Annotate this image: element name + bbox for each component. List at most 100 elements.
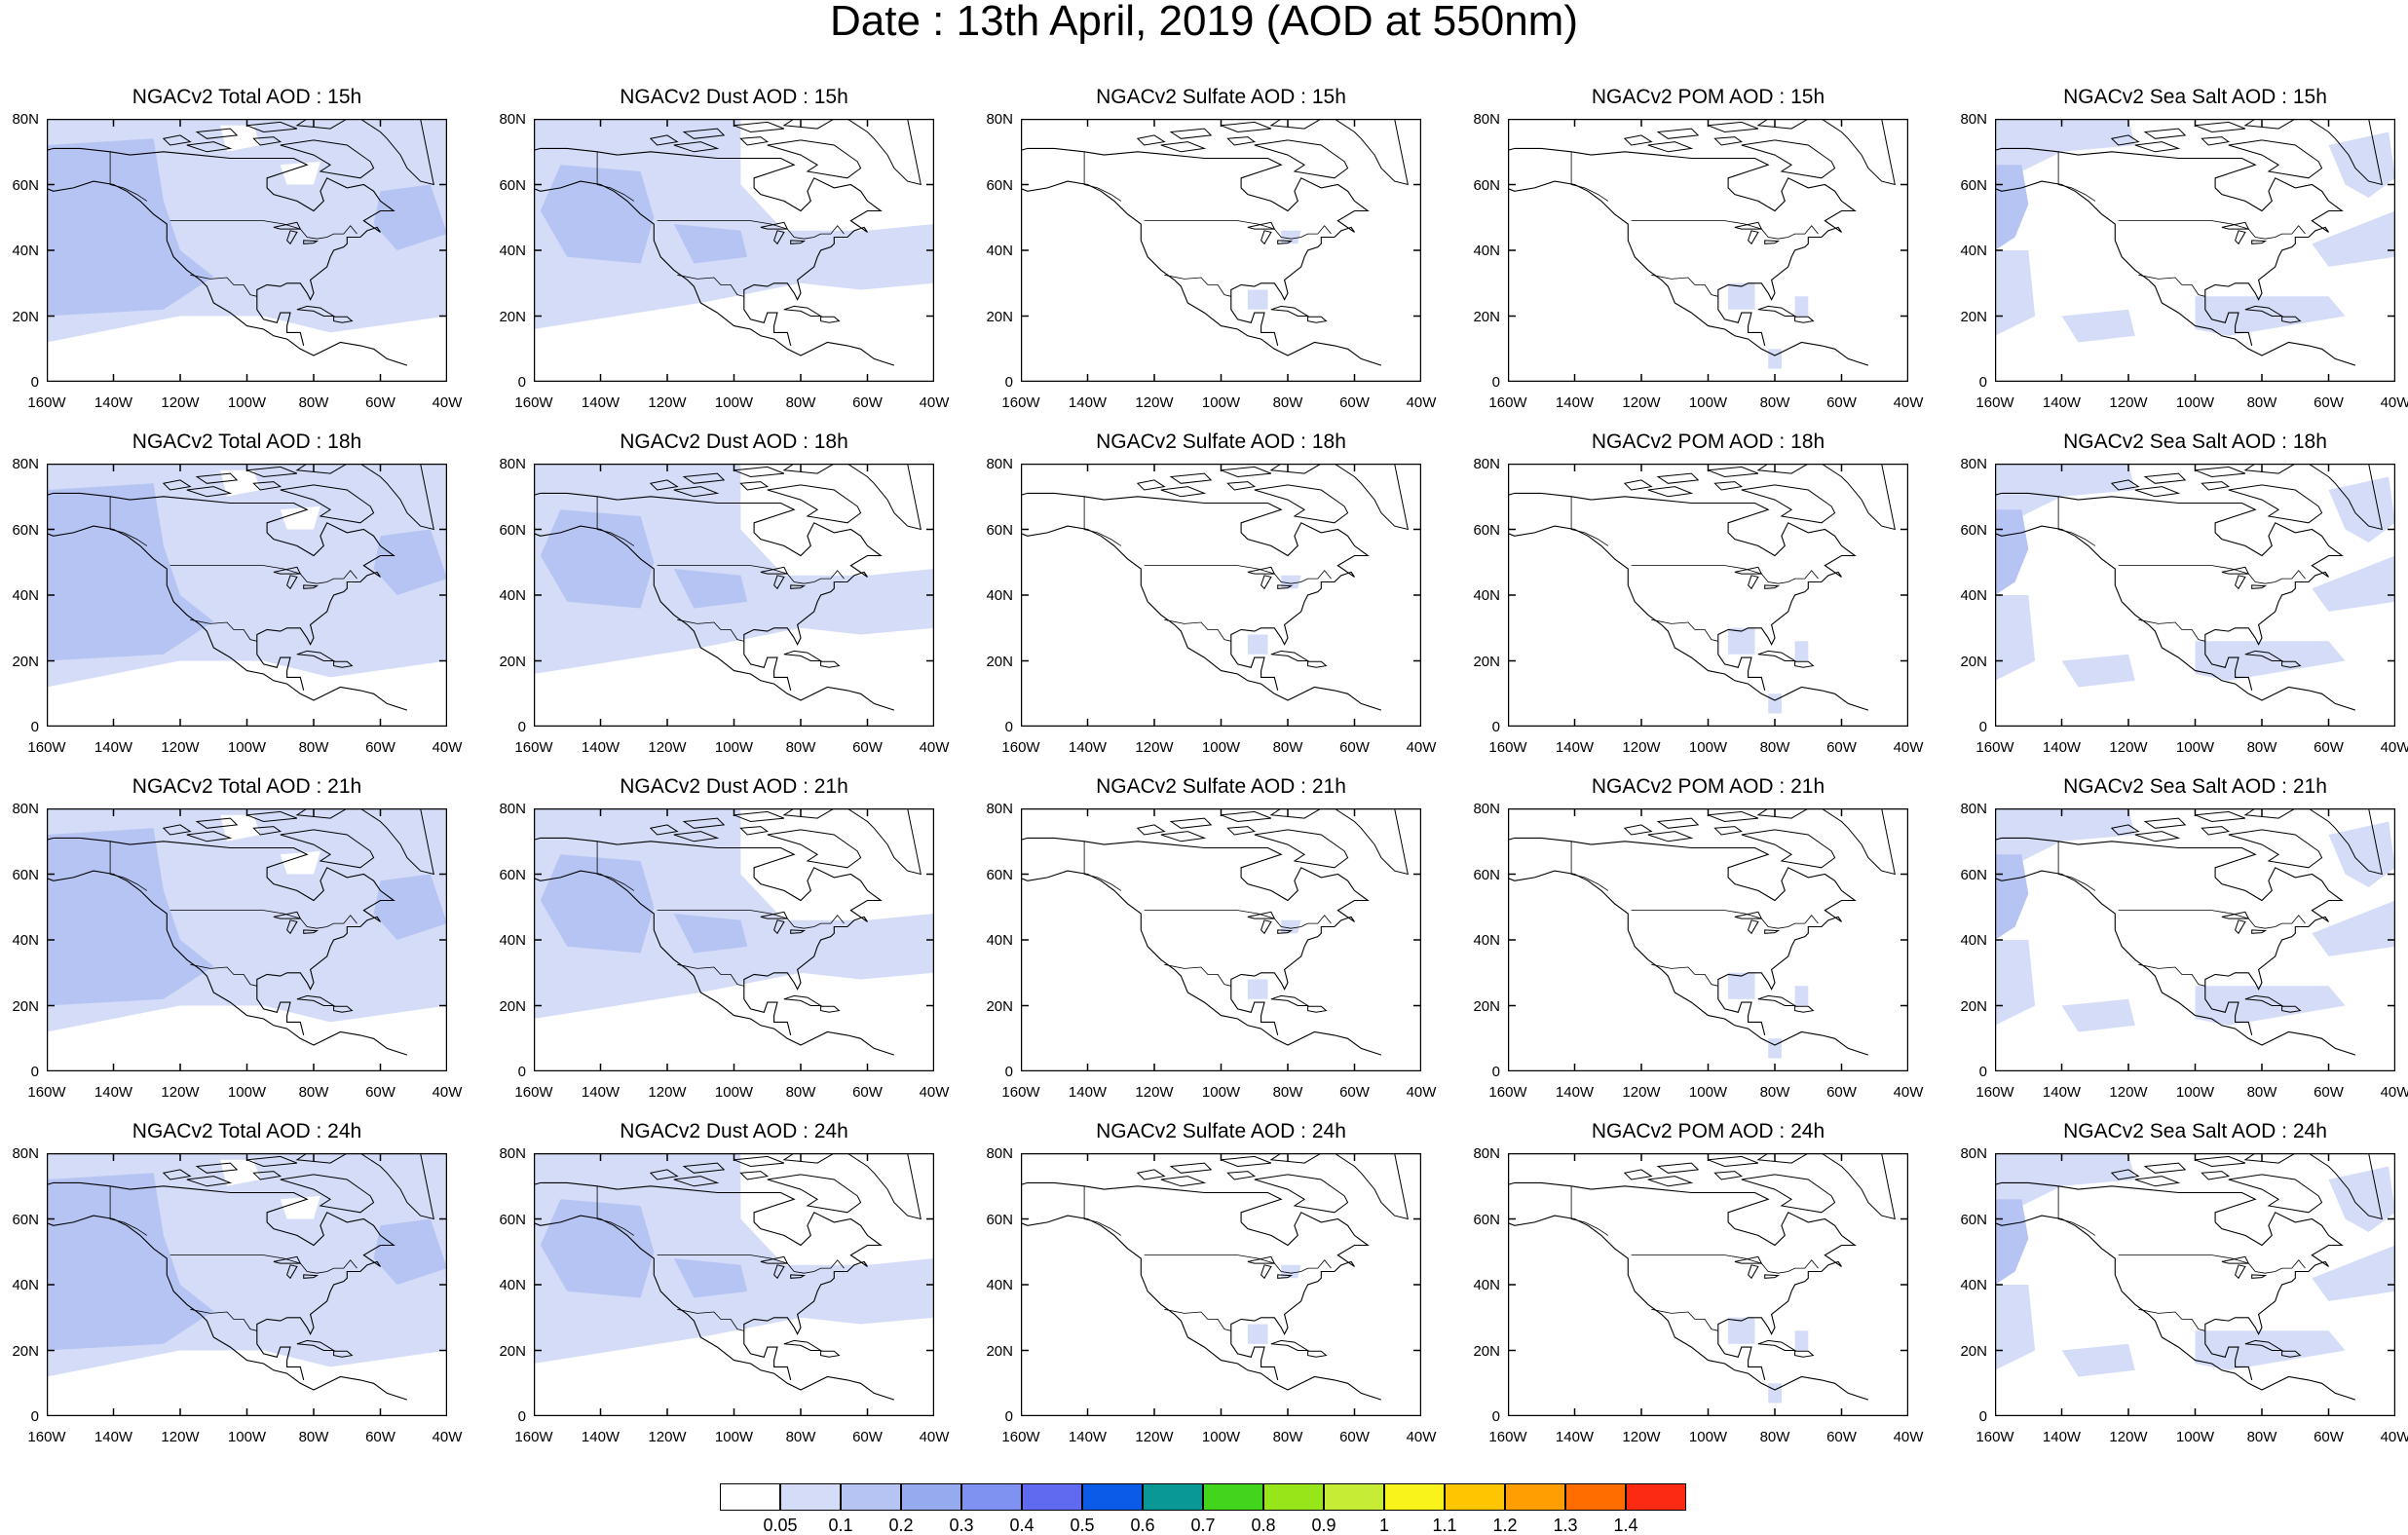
- coastline-island: [1757, 994, 1797, 1006]
- coastline-island: [246, 121, 298, 133]
- coastline-island: [246, 1155, 298, 1168]
- lon-tick-label: 140W: [94, 394, 133, 411]
- aod-map: [1508, 119, 1908, 382]
- aod-field-region: [1794, 1330, 1809, 1351]
- coastline-island: [673, 831, 720, 842]
- aod-map: [1021, 464, 1421, 727]
- coastline-island: [739, 481, 770, 491]
- aod-field-region: [1794, 296, 1809, 317]
- coastline-island: [280, 1174, 375, 1214]
- aod-field-region: [2328, 1166, 2395, 1232]
- coastline-island: [333, 1005, 354, 1013]
- political-border: [1651, 618, 1718, 642]
- aod-field-region: [280, 1195, 320, 1219]
- lat-tick-label: 60N: [499, 521, 526, 539]
- aod-map: [47, 119, 447, 382]
- aod-field-region: [1728, 972, 1755, 999]
- lat-tick-label: 0: [1004, 719, 1013, 735]
- coastline-island: [767, 139, 862, 179]
- political-border: [2118, 910, 2306, 929]
- colorbar-swatch: [841, 1483, 901, 1511]
- aod-field-region: [534, 1337, 934, 1416]
- lat-tick-label: 20N: [1473, 653, 1500, 670]
- coastline-island: [673, 1176, 720, 1187]
- coastline-island: [1277, 929, 1294, 934]
- lon-tick-label: 100W: [227, 394, 267, 411]
- lon-tick-label: 80W: [785, 394, 816, 411]
- coastline-island: [273, 911, 302, 919]
- aod-field-region: [534, 303, 934, 382]
- coastline: [256, 1330, 305, 1381]
- coastline-island: [252, 826, 282, 836]
- coastline-island: [1764, 929, 1781, 934]
- coastline-island: [2307, 1153, 2383, 1220]
- lat-tick-label: 60N: [499, 1211, 526, 1228]
- lat-tick-label: 0: [30, 1408, 39, 1425]
- lon-tick-label: 120W: [1622, 1084, 1661, 1101]
- lat-tick-label: 20N: [1473, 997, 1500, 1015]
- coastline-island: [1820, 1153, 1896, 1220]
- lat-tick-label: 40N: [12, 932, 39, 949]
- lat-tick-label: 20N: [986, 653, 1013, 670]
- lat-tick-label: 80N: [499, 111, 526, 128]
- aod-field-region: [2061, 1343, 2135, 1377]
- coastline-island: [2228, 1174, 2323, 1214]
- coastline-island: [820, 316, 841, 323]
- coastline-island: [682, 817, 726, 829]
- lon-tick-label: 120W: [1135, 1429, 1174, 1445]
- coastline-island: [1247, 911, 1276, 919]
- political-border: [1164, 963, 1231, 987]
- coastline-island: [2243, 808, 2297, 819]
- colorbar-label: 0.4: [1009, 1516, 1035, 1535]
- coastline: [1230, 1330, 1279, 1381]
- coastline-island: [333, 316, 354, 323]
- lon-tick-label: 60W: [1339, 1084, 1370, 1101]
- coastline: [1717, 986, 1766, 1036]
- lon-tick-label: 80W: [1272, 1429, 1303, 1445]
- coastline-island: [1307, 316, 1328, 323]
- coastline: [1508, 492, 1857, 646]
- coastline-island: [246, 466, 298, 478]
- coastline-island: [1160, 486, 1207, 498]
- lat-tick-label: 60N: [1960, 521, 1987, 539]
- political-border: [596, 1185, 635, 1236]
- lon-tick-label: 100W: [1688, 1429, 1728, 1445]
- panel-title: NGACv2 Sea Salt AOD : 15h: [2063, 86, 2327, 108]
- colorbar-label: 0.5: [1070, 1516, 1095, 1535]
- lon-tick-label: 80W: [298, 1429, 329, 1445]
- lon-tick-label: 120W: [2109, 1084, 2148, 1101]
- coastline-island: [1307, 660, 1328, 668]
- panel-title: NGACv2 Sulfate AOD : 21h: [1096, 775, 1346, 798]
- lon-tick-label: 40W: [2380, 394, 2408, 411]
- political-border: [1631, 1254, 1819, 1274]
- coastline: [1508, 1215, 1869, 1401]
- lat-tick-label: 40N: [1473, 243, 1500, 259]
- lon-tick-label: 160W: [1975, 739, 2014, 756]
- aod-field-region: [673, 914, 748, 954]
- political-border: [1651, 274, 1718, 297]
- map-panel-sulfate: NGACv2 Sulfate AOD : 24h 80N 60N 40N 20N 0 160…: [986, 1120, 1436, 1444]
- aod-field-region: [2328, 131, 2395, 198]
- coastline-island: [246, 810, 298, 823]
- aod-field-region: [47, 660, 214, 727]
- coastline-island: [1333, 808, 1409, 876]
- lat-tick-label: 0: [1491, 1064, 1500, 1080]
- panel-title: NGACv2 Sea Salt AOD : 21h: [2063, 775, 2327, 798]
- political-border: [169, 1254, 357, 1274]
- coastline-island: [782, 808, 836, 819]
- coastline-island: [2110, 1169, 2140, 1180]
- political-border: [1651, 963, 1718, 987]
- coastline-island: [1656, 817, 1700, 829]
- coastline-island: [1757, 650, 1797, 661]
- colorbar-label: 1.2: [1492, 1516, 1518, 1535]
- coastline: [1717, 641, 1766, 692]
- colorbar-swatch: [901, 1483, 961, 1511]
- coastline-island: [2201, 1171, 2231, 1180]
- lon-tick-label: 140W: [581, 739, 621, 756]
- lat-tick-label: 80N: [499, 801, 526, 817]
- coastline-island: [767, 484, 862, 524]
- lon-tick-label: 160W: [514, 1429, 553, 1445]
- coastline: [1021, 525, 1382, 711]
- lat-tick-label: 20N: [1960, 1342, 1987, 1360]
- coastline-island: [2143, 472, 2187, 484]
